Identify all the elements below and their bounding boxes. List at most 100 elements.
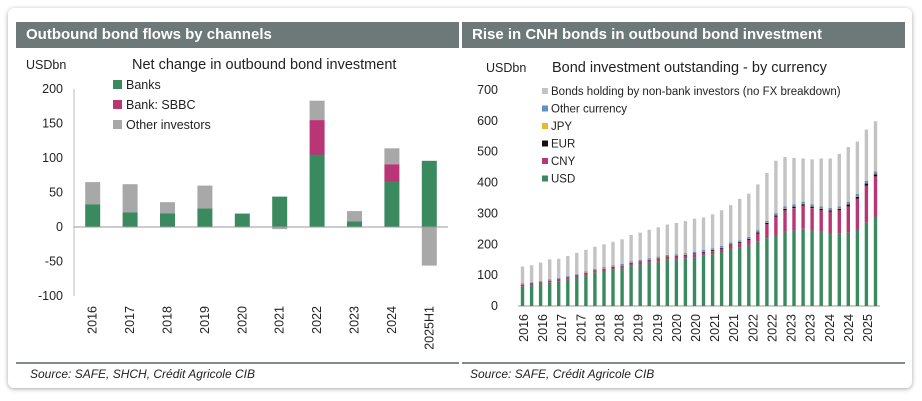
bar-usd-2	[529, 285, 534, 306]
bar-eur-3	[538, 282, 543, 283]
bar-other-investors-2020	[234, 213, 250, 214]
bar-other-investors-2019	[197, 185, 213, 209]
x-tick-label: 2019	[651, 314, 665, 342]
bar-bonds-holding-by-non-bank-investors-no-fx-breakdown-8	[584, 249, 588, 272]
bar-other-investors-2017	[122, 184, 138, 213]
bar-cny-22	[710, 251, 715, 255]
bar-eur-10	[602, 268, 606, 270]
bar-cny-3	[538, 282, 543, 285]
bar-banks-2017	[122, 212, 138, 227]
legend-swatch-bank-sbbc	[113, 100, 122, 109]
x-tick-label: 2020	[235, 306, 249, 334]
bar-eur-2	[529, 283, 534, 285]
bar-usd-34	[819, 231, 823, 306]
bar-eur-16	[656, 258, 660, 259]
bar-usd-6	[566, 279, 570, 306]
bar-usd-12	[620, 268, 624, 306]
x-tick-label: 2016	[86, 306, 100, 334]
bar-usd-27	[756, 241, 760, 306]
bar-banks-2018	[160, 213, 175, 227]
bar-bonds-holding-by-non-bank-investors-no-fx-breakdown-18	[674, 223, 679, 255]
bar-bonds-holding-by-non-bank-investors-no-fx-breakdown-34	[819, 158, 823, 207]
x-tick-label: 2020	[689, 314, 703, 342]
x-tick-label: 2024	[842, 314, 856, 342]
bar-cny-15	[647, 260, 651, 263]
bar-eur-8	[584, 272, 588, 274]
bar-eur-12	[620, 265, 624, 267]
legend-label: Other investors	[126, 118, 211, 132]
bar-usd-13	[629, 265, 633, 306]
x-tick-label: 2023	[348, 306, 362, 334]
bar-usd-1	[520, 286, 525, 306]
bar-cny-9	[593, 270, 597, 273]
bar-bank-sbbc-2022	[309, 120, 325, 155]
bar-bonds-holding-by-non-bank-investors-no-fx-breakdown-24	[729, 205, 733, 243]
bar-eur-35	[828, 210, 832, 212]
bar-usd-35	[828, 233, 832, 306]
bar-bonds-holding-by-non-bank-investors-no-fx-breakdown-1	[520, 266, 525, 284]
bar-usd-37	[846, 232, 850, 306]
x-tick-label: 2021	[727, 314, 741, 342]
chart-title: Bond investment outstanding - by currenc…	[552, 60, 828, 76]
bar-cny-1	[520, 285, 525, 287]
bar-bonds-holding-by-non-bank-investors-no-fx-breakdown-36	[837, 153, 841, 207]
y-tick-label: 0	[491, 299, 498, 313]
bar-cny-32	[801, 205, 805, 229]
bar-other-investors-2021	[272, 227, 288, 230]
bar-other-currency-18	[674, 254, 679, 256]
bar-other-investors-2016	[85, 182, 101, 205]
bar-cny-18	[674, 256, 679, 260]
bar-other-investors-2025H1	[421, 227, 437, 266]
legend-swatch-jpy	[542, 123, 548, 129]
bar-cny-31	[792, 208, 796, 231]
legend-label: Other currency	[551, 104, 627, 116]
bar-bonds-holding-by-non-bank-investors-no-fx-breakdown-33	[810, 159, 814, 205]
bar-banks-2020	[234, 213, 250, 227]
bar-cny-37	[846, 206, 850, 233]
y-tick-label: 500	[477, 145, 498, 159]
bar-bonds-holding-by-non-bank-investors-no-fx-breakdown-38	[855, 141, 860, 194]
bar-banks-2025H1	[421, 160, 437, 227]
bar-bank-sbbc-2024	[384, 164, 400, 182]
bar-usd-11	[611, 269, 615, 306]
bar-cny-4	[548, 281, 552, 283]
x-tick-label: 2024	[385, 306, 399, 334]
chart-title: Net change in outbound bond investment	[132, 57, 396, 73]
bar-other-currency-35	[828, 207, 832, 211]
bar-cny-33	[810, 208, 814, 231]
bar-other-currency-25	[738, 240, 742, 242]
bar-usd-29	[774, 235, 778, 306]
x-tick-label: 2018	[613, 314, 627, 342]
bar-bonds-holding-by-non-bank-investors-no-fx-breakdown-25	[738, 198, 742, 241]
legend-label: CNY	[551, 156, 576, 168]
legend-swatch-other-currency	[542, 105, 548, 112]
bar-usd-19	[683, 258, 688, 306]
bar-eur-1	[520, 284, 525, 286]
bar-usd-25	[738, 247, 742, 306]
bar-bonds-holding-by-non-bank-investors-no-fx-breakdown-17	[665, 224, 669, 255]
bar-bonds-holding-by-non-bank-investors-no-fx-breakdown-21	[701, 217, 706, 250]
legend-swatch-eur	[542, 140, 548, 147]
bar-bonds-holding-by-non-bank-investors-no-fx-breakdown-30	[783, 157, 787, 207]
bar-other-currency-31	[792, 204, 796, 207]
bar-other-currency-32	[801, 201, 805, 204]
bar-other-currency-39	[864, 180, 869, 184]
bar-cny-23	[719, 248, 724, 252]
x-tick-label: 2017	[574, 314, 588, 342]
y-axis-unit: USDbn	[486, 61, 526, 75]
bar-other-currency-30	[783, 206, 787, 209]
bar-bonds-holding-by-non-bank-investors-no-fx-breakdown-31	[792, 157, 796, 205]
bar-other-investors-2024	[384, 148, 400, 165]
bar-banks-2016	[85, 204, 101, 227]
bar-cny-26	[747, 240, 751, 245]
legend-swatch-banks	[113, 80, 122, 89]
bar-other-currency-8	[584, 271, 588, 273]
bar-other-currency-16	[656, 256, 660, 258]
bar-usd-39	[864, 222, 869, 306]
bar-usd-14	[638, 264, 642, 306]
x-tick-label: 2017	[123, 306, 137, 334]
bar-bonds-holding-by-non-bank-investors-no-fx-breakdown-27	[756, 184, 760, 231]
bar-other-currency-5	[557, 277, 561, 279]
bar-bonds-holding-by-non-bank-investors-no-fx-breakdown-28	[765, 173, 769, 221]
bar-bonds-holding-by-non-bank-investors-no-fx-breakdown-32	[801, 158, 805, 202]
